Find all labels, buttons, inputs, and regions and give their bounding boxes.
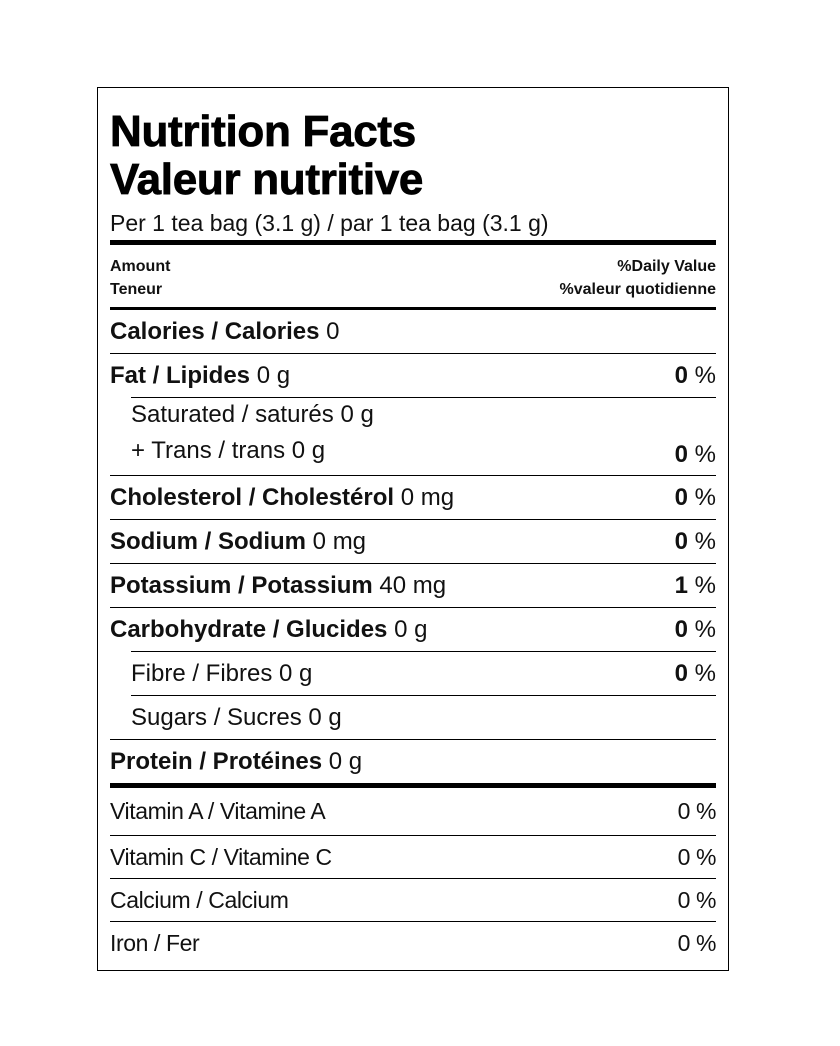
daily-value: 0 %	[675, 616, 716, 644]
nutrition-label: Nutrition Facts Valeur nutritive Per 1 te…	[97, 87, 729, 971]
nutrient-row: Fat / Lipides 0 g 0 %	[110, 353, 716, 397]
nutrient-amount: 0 mg	[400, 483, 455, 511]
nutrient-line: Saturated / saturés 0 g	[131, 401, 374, 428]
rule	[110, 783, 716, 788]
vitamin-dv: 0 %	[677, 886, 717, 913]
header-text: %valeur quotidienne	[559, 281, 716, 298]
nutrient-amount: 0 g	[394, 615, 428, 643]
titles: Nutrition Facts Valeur nutritive	[110, 88, 716, 204]
title: Valeur nutritive	[110, 155, 424, 204]
dv-number: 0	[674, 361, 688, 389]
vitamin-dv: 0 %	[677, 929, 717, 956]
nutrient-row: Cholesterol / Cholestérol 0 mg 0 %	[110, 475, 716, 519]
column-header: Amount Teneur %Daily Value %valeur quotidi…	[110, 245, 716, 307]
nutrient-label: Carbohydrate / Glucides	[110, 615, 388, 643]
nutrient-line: Sugars / Sucres 0 g	[131, 703, 342, 731]
dv-header: %Daily Value %valeur quotidienne	[560, 255, 716, 301]
daily-value: 0 %	[675, 441, 716, 469]
nutrient-row: Fibre / Fibres 0 g 0 %	[131, 651, 716, 695]
daily-value: 0 %	[675, 362, 716, 390]
nutrient-label: Potassium / Potassium	[110, 571, 373, 599]
daily-value: 0 %	[675, 528, 716, 556]
dv-number: 0	[674, 615, 688, 643]
dv-unit: %	[694, 659, 716, 687]
vitamin-row: Vitamin C / Vitamine C 0 %	[110, 835, 716, 878]
dv-unit: %	[694, 483, 716, 511]
vitamin-row: Vitamin A / Vitamine A 0 %	[110, 788, 716, 835]
amount-header: Amount Teneur	[110, 255, 170, 301]
vitamin-dv: 0 %	[677, 798, 717, 824]
dv-number: 0	[674, 483, 688, 511]
dv-number: 0	[674, 659, 688, 687]
vitamin-row: Calcium / Calcium 0 %	[110, 878, 716, 921]
dv-number: 0	[674, 441, 688, 468]
vitamin-row: Iron / Fer 0 %	[110, 921, 716, 964]
daily-value: 0 %	[675, 660, 716, 688]
vitamin-label: Iron / Fer	[110, 929, 200, 956]
nutrient-row: Sugars / Sucres 0 g	[131, 695, 716, 739]
dv-unit: %	[694, 571, 716, 599]
nutrient-label: Calories / Calories	[110, 317, 320, 345]
vitamin-label: Vitamin A / Vitamine A	[110, 798, 326, 824]
nutrient-row: Protein / Protéines 0 g	[110, 739, 716, 783]
nutrient-name: Fibre / Fibres 0 g	[131, 660, 312, 688]
dv-number: 0	[674, 527, 688, 555]
rule	[110, 307, 716, 310]
daily-value: 1 %	[675, 572, 716, 600]
nutrient-row: Carbohydrate / Glucides 0 g 0 %	[110, 607, 716, 651]
header-text: Amount	[110, 258, 171, 275]
nutrient-row: Calories / Calories 0	[110, 310, 716, 353]
title: Nutrition Facts	[110, 107, 417, 156]
nutrient-amount: 0	[326, 317, 340, 345]
nutrient-name: Fat / Lipides 0 g	[110, 362, 290, 390]
vitamin-label: Calcium / Calcium	[110, 886, 289, 913]
nutrient-amount: 40 mg	[379, 571, 447, 599]
header-text: %Daily Value	[617, 258, 716, 275]
dv-unit: %	[694, 527, 716, 555]
dv-number: 1	[674, 571, 688, 599]
nutrient-name: Saturated / saturés 0 g + Trans / trans 0…	[131, 397, 374, 469]
nutrient-line: Fibre / Fibres 0 g	[131, 659, 313, 687]
dv-unit: %	[694, 441, 716, 468]
nutrient-name: Sodium / Sodium 0 mg	[110, 528, 366, 556]
nutrient-amount: 0 mg	[312, 527, 367, 555]
nutrient-name: Carbohydrate / Glucides 0 g	[110, 616, 427, 644]
rule	[110, 240, 716, 245]
nutrient-row: Potassium / Potassium 40 mg 1 %	[110, 563, 716, 607]
dv-unit: %	[694, 615, 716, 643]
nutrient-name: Calories / Calories 0	[110, 318, 339, 346]
serving: Per 1 tea bag (3.1 g) / par 1 tea bag (3…	[110, 210, 549, 236]
nutrient-label: Fat / Lipides	[110, 361, 251, 389]
nutrient-label: Protein / Protéines	[110, 747, 323, 775]
vitamin-dv: 0 %	[677, 843, 717, 870]
nutrient-row: Sodium / Sodium 0 mg 0 %	[110, 519, 716, 563]
header-text: Teneur	[110, 281, 163, 298]
nutrient-amount: 0 g	[256, 361, 291, 389]
daily-value: 0 %	[675, 484, 716, 512]
nutrient-row: Saturated / saturés 0 g + Trans / trans 0…	[131, 397, 716, 475]
vitamin-label: Vitamin C / Vitamine C	[110, 843, 332, 870]
nutrient-amount: 0 g	[328, 747, 363, 775]
nutrient-line: + Trans / trans 0 g	[131, 437, 326, 464]
nutrient-label: Sodium / Sodium	[110, 527, 306, 555]
nutrient-name: Potassium / Potassium 40 mg	[110, 572, 446, 600]
nutrient-label: Cholesterol / Cholestérol	[110, 483, 395, 511]
nutrient-name: Sugars / Sucres 0 g	[131, 704, 342, 732]
nutrient-name: Protein / Protéines 0 g	[110, 748, 362, 776]
nutrient-name: Cholesterol / Cholestérol 0 mg	[110, 484, 454, 512]
dv-unit: %	[694, 361, 716, 389]
